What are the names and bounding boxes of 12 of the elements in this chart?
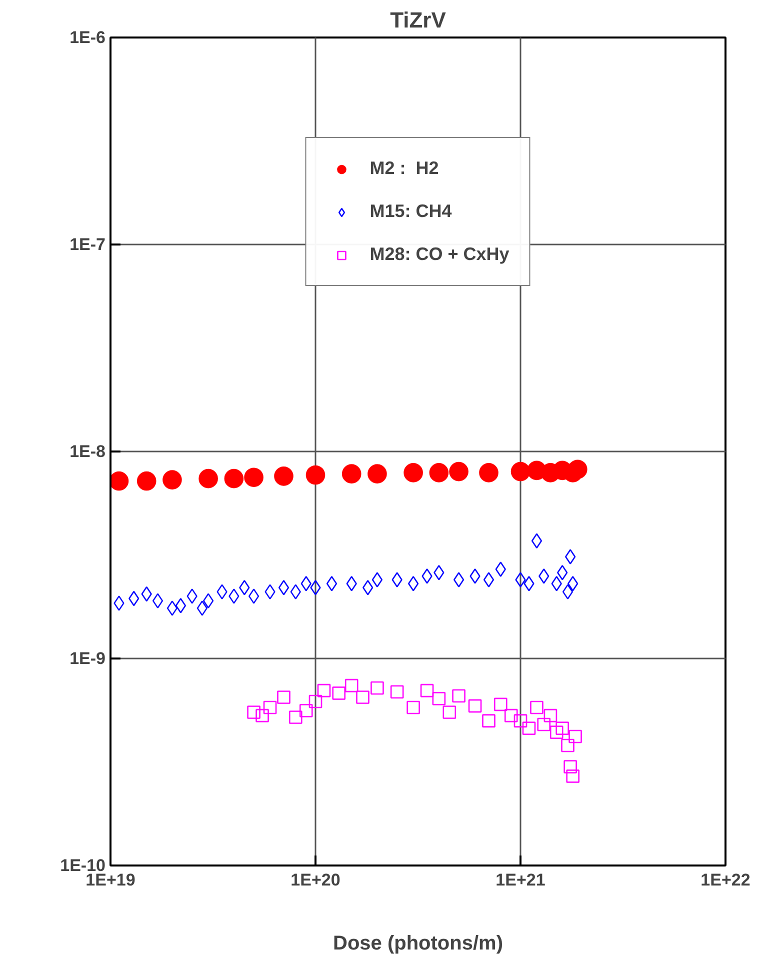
x-tick-label: 1E+22 [700,870,750,890]
y-tick-label: 1E-7 [70,235,106,254]
y-tick-label: 1E-6 [70,28,106,47]
x-tick-label: 1E+20 [290,870,340,890]
legend-label: M28: CO + CxHy [370,244,510,265]
x-tick-label: 1E+21 [496,870,546,890]
chart-title: TiZrV [390,8,446,32]
y-tick-label: 1E-9 [70,649,106,668]
legend-label: M2 : H2 [370,158,439,179]
y-tick-label: 1E-8 [70,442,106,461]
legend-label: M15: CH4 [370,201,452,222]
x-axis-title: Dose (photons/m) [333,932,504,954]
